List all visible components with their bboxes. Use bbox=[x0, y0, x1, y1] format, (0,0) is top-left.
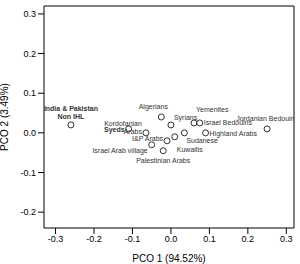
svg-text:0.1: 0.1 bbox=[203, 234, 216, 244]
svg-text:Algerians: Algerians bbox=[139, 103, 169, 111]
svg-text:-0.1: -0.1 bbox=[20, 168, 36, 178]
svg-text:I&P Arabs: I&P Arabs bbox=[132, 135, 164, 142]
svg-text:Highland Arabs: Highland Arabs bbox=[209, 129, 257, 137]
svg-text:-0.2: -0.2 bbox=[86, 234, 102, 244]
svg-text:0.3: 0.3 bbox=[23, 9, 36, 19]
svg-text:Syeds: Syeds bbox=[104, 126, 125, 134]
svg-text:India & PakistanNon IHL: India & PakistanNon IHL bbox=[44, 105, 98, 120]
svg-text:Sudanese: Sudanese bbox=[186, 137, 218, 144]
svg-text:PCO 1 (94.52%): PCO 1 (94.52%) bbox=[132, 253, 205, 264]
svg-text:0.0: 0.0 bbox=[165, 234, 178, 244]
svg-text:Israel Arab village: Israel Arab village bbox=[92, 147, 147, 155]
svg-text:Palestinian Arabs: Palestinian Arabs bbox=[136, 157, 191, 164]
svg-text:0.0: 0.0 bbox=[23, 128, 36, 138]
svg-text:Jordanian Bedouins: Jordanian Bedouins bbox=[236, 115, 292, 122]
svg-text:-0.2: -0.2 bbox=[20, 207, 36, 217]
svg-text:-0.1: -0.1 bbox=[125, 234, 141, 244]
svg-text:0.2: 0.2 bbox=[242, 234, 255, 244]
svg-text:0.2: 0.2 bbox=[23, 49, 36, 59]
svg-text:Kuwaitis: Kuwaitis bbox=[177, 146, 204, 153]
svg-text:KordofanianArabs: KordofanianArabs bbox=[104, 120, 142, 135]
svg-text:-0.3: -0.3 bbox=[48, 234, 64, 244]
svg-text:Israel Bedouins: Israel Bedouins bbox=[203, 118, 252, 126]
svg-text:Yemenites: Yemenites bbox=[196, 106, 229, 113]
svg-text:0.3: 0.3 bbox=[280, 234, 292, 244]
svg-text:Syrians: Syrians bbox=[173, 113, 198, 121]
svg-text:PCO 2 (3.49%): PCO 2 (3.49%) bbox=[8, 83, 10, 151]
svg-text:0.1: 0.1 bbox=[23, 88, 36, 98]
